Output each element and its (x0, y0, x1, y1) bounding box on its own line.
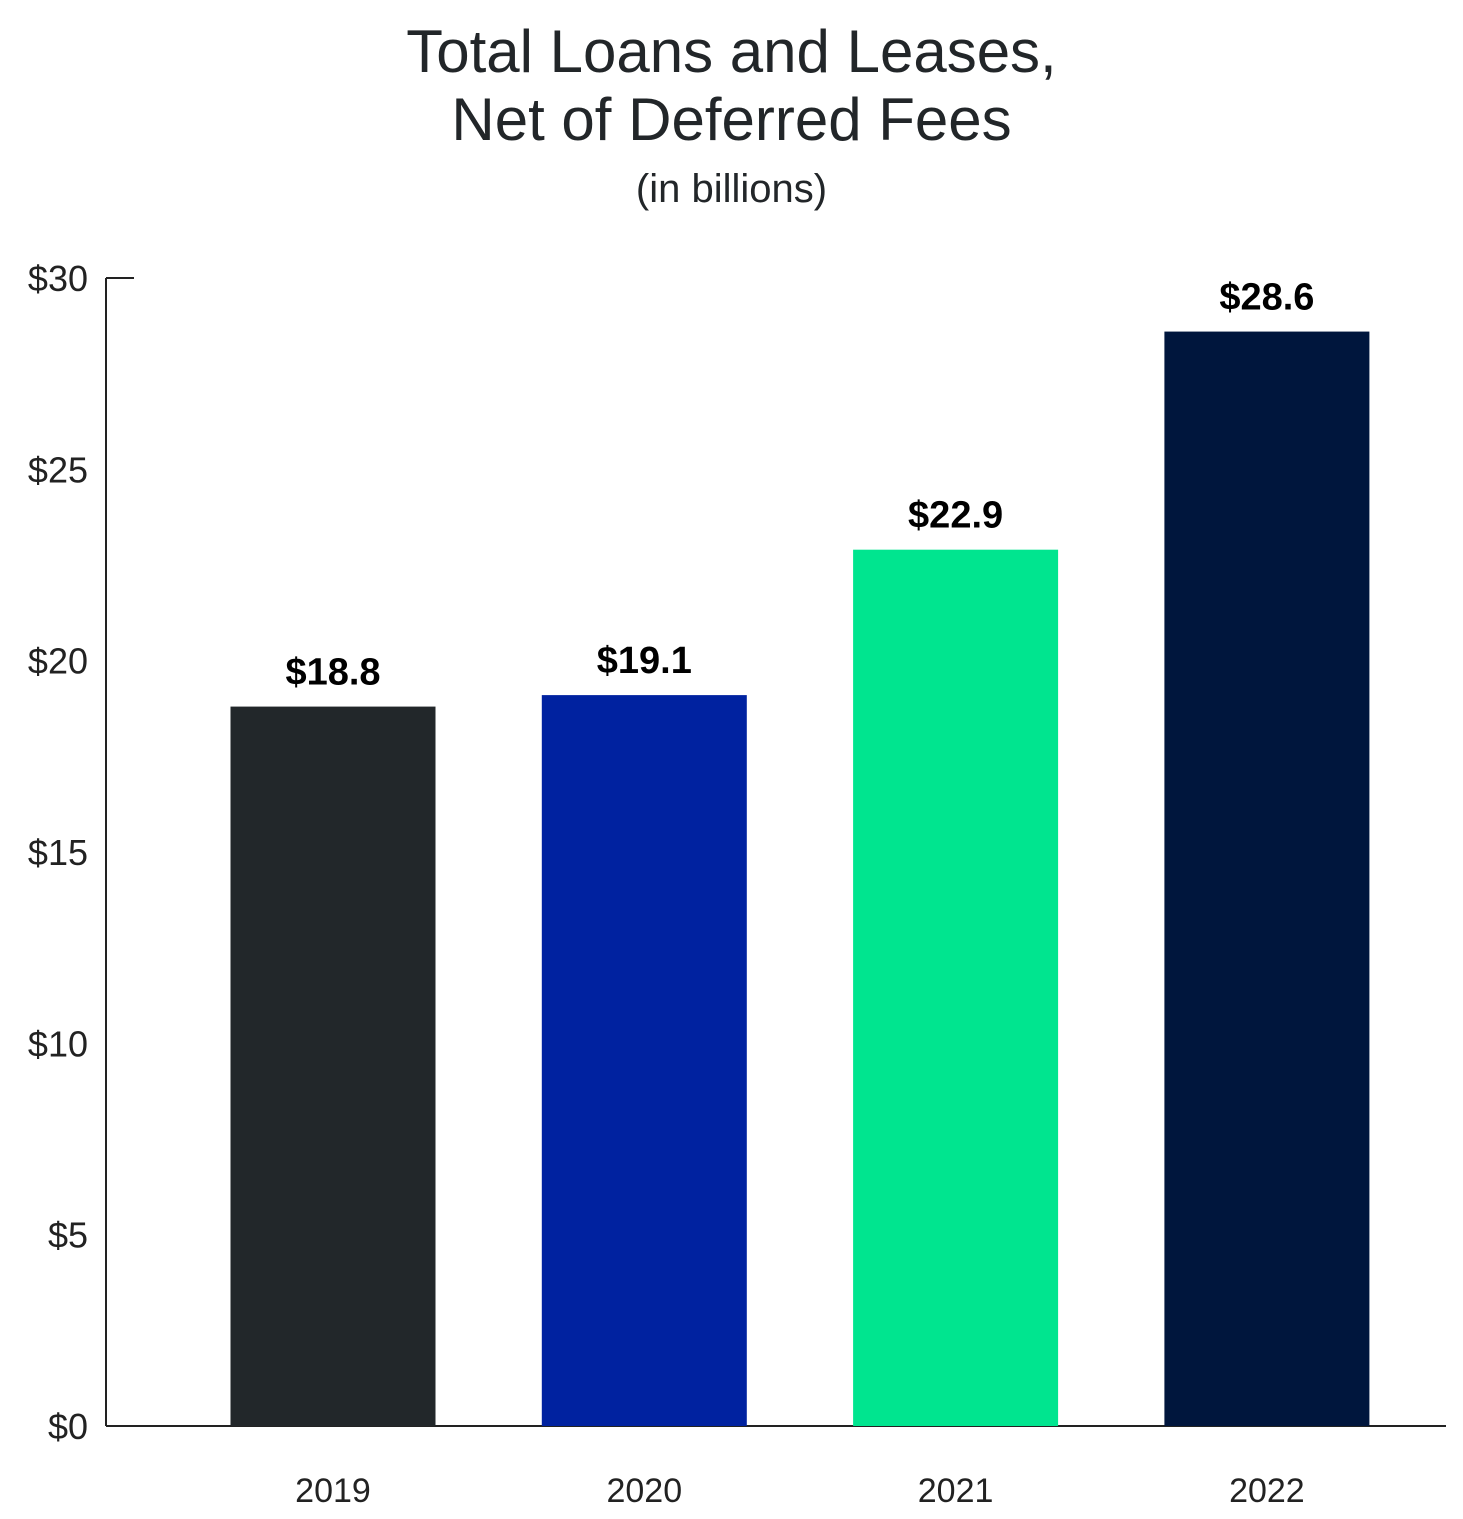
data-label-2022: $28.6 (1219, 277, 1314, 319)
bar-2021 (853, 549, 1059, 1426)
data-label-2019: $18.8 (285, 652, 380, 694)
chart-bars (230, 331, 1370, 1426)
chart-subtitle: (in billions) (635, 167, 828, 211)
data-label-2021: $22.9 (908, 495, 1003, 537)
y-tick-label: $30 (28, 258, 88, 299)
chart-title-line-1: Total Loans and Leases, (406, 18, 1057, 85)
chart-title-block: Total Loans and Leases, Net of Deferred … (0, 0, 1463, 214)
y-tick-label: $20 (28, 641, 88, 682)
y-tick-label: $25 (28, 449, 88, 490)
chart-title-line-2: Net of Deferred Fees (451, 86, 1012, 153)
data-label-2020: $19.1 (597, 640, 692, 682)
y-tick-label: $15 (28, 832, 88, 873)
bar-2022 (1164, 331, 1370, 1426)
x-tick-label-2021: 2021 (918, 1472, 994, 1510)
x-tick-label-2020: 2020 (606, 1472, 682, 1510)
y-tick-label: $0 (48, 1406, 88, 1447)
y-tick-label: $5 (48, 1215, 88, 1256)
chart-labels: $0 $5 $10 $15 $20 $25 $30 $18.8 2019 $19.1 2020 $22… (28, 258, 1315, 1510)
bar-2020 (541, 695, 747, 1426)
bar-2019 (230, 706, 436, 1426)
y-tick-label: $10 (28, 1023, 88, 1064)
x-tick-label-2019: 2019 (295, 1472, 371, 1510)
x-tick-label-2022: 2022 (1229, 1472, 1305, 1510)
